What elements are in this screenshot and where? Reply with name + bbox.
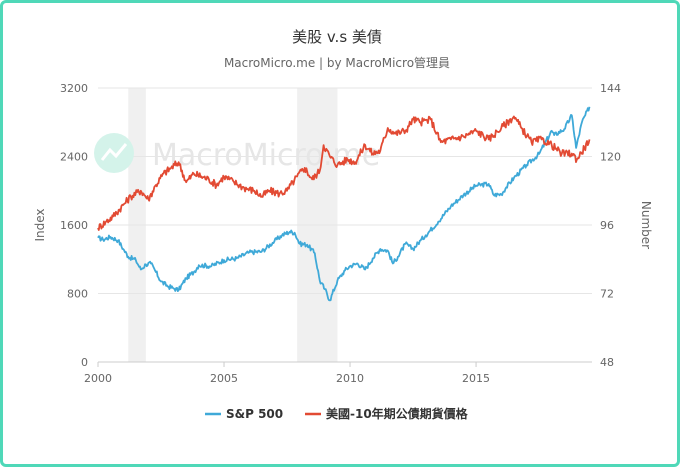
left-axis-title: Index (33, 208, 47, 241)
watermark-text: MacroMicro.me (152, 138, 380, 173)
chart-title: 美股 v.s 美債 (292, 28, 382, 46)
legend-item-1[interactable]: 美國-10年期公債期貨價格 (305, 406, 469, 421)
left-tick-label: 2400 (60, 151, 88, 164)
x-tick-label: 2015 (462, 372, 490, 385)
right-tick-label: 120 (600, 151, 621, 164)
legend[interactable]: S&P 500 美國-10年期公債期貨價格 (205, 406, 469, 421)
chart-subtitle: MacroMicro.me | by MacroMicro管理員 (223, 56, 451, 70)
legend-label: 美國-10年期公債期貨價格 (326, 406, 469, 421)
watermark-trend-icon (100, 143, 128, 161)
watermark: MacroMicro.me (94, 133, 380, 173)
legend-label: S&P 500 (226, 407, 283, 421)
left-tick-label: 3200 (60, 82, 88, 95)
series-lines (97, 106, 591, 302)
legend-item-0[interactable]: S&P 500 (205, 407, 283, 421)
right-tick-label: 96 (600, 219, 614, 232)
right-axis-title: Number (639, 201, 653, 249)
series-line-0 (97, 106, 591, 302)
left-tick-label: 800 (67, 288, 88, 301)
right-tick-label: 48 (600, 356, 614, 369)
x-tick-label: 2010 (336, 372, 364, 385)
left-tick-label: 0 (81, 356, 88, 369)
gridlines (98, 87, 592, 363)
right-tick-label: 144 (600, 82, 621, 95)
axes: 0 800 1600 2400 3200 48 72 96 120 144 2000 2005 2010… (33, 82, 653, 385)
x-tick-label: 2000 (84, 372, 112, 385)
x-tick-label: 2005 (210, 372, 238, 385)
series-line-1 (97, 115, 591, 231)
left-tick-label: 1600 (60, 219, 88, 232)
right-tick-label: 72 (600, 288, 614, 301)
